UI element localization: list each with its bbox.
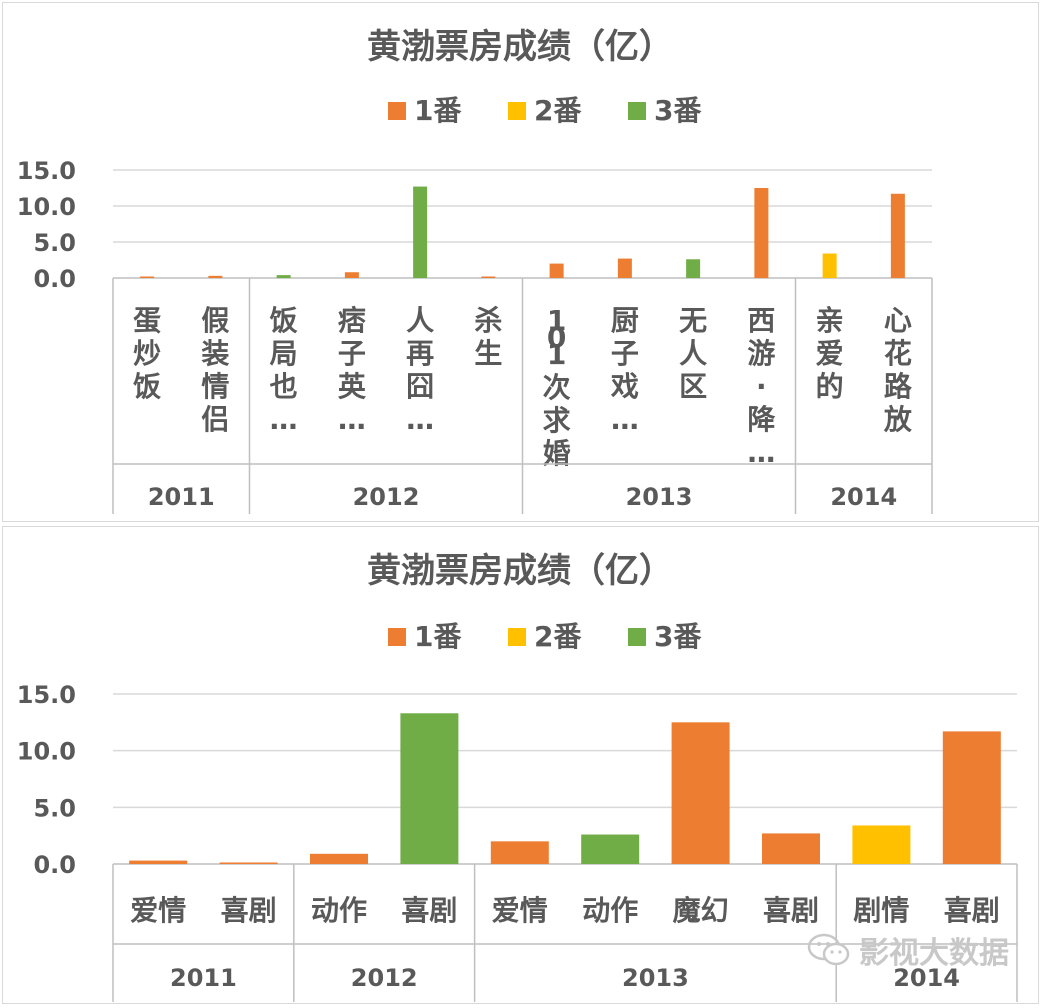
chart-1: 黄渤票房成绩（亿） 1番 2番 3番 15.0 10.0 5.0 0.0 蛋炒饭 假装情侣 饭局也…… <box>17 27 933 514</box>
bar <box>129 860 188 864</box>
category-label: 厨子戏… <box>610 304 639 436</box>
category-label: 1 0 1 次求婚 <box>543 304 571 470</box>
category-label: 喜剧 <box>401 894 457 927</box>
bar <box>581 834 640 864</box>
year-label: 2014 <box>893 964 960 992</box>
category-label: 人再囧… <box>406 304 434 436</box>
year-label: 2012 <box>351 964 418 992</box>
chart-title: 黄渤票房成绩（亿） <box>367 27 673 67</box>
legend-label-1: 1番 <box>414 94 462 127</box>
bar <box>276 275 291 278</box>
legend-label-3: 3番 <box>654 620 702 653</box>
category-label: 痞子英… <box>338 304 367 436</box>
y-tick-label: 0.0 <box>33 851 76 879</box>
bar <box>413 186 428 278</box>
legend-label-1: 1番 <box>414 620 462 653</box>
category-label: 喜剧 <box>221 894 277 927</box>
bar <box>822 253 837 278</box>
bar <box>490 841 549 864</box>
y-tick-label: 0.0 <box>33 265 76 293</box>
y-tick-label: 10.0 <box>17 738 76 766</box>
chart-title: 黄渤票房成绩（亿） <box>367 551 673 591</box>
bar <box>344 272 359 278</box>
legend-swatch-1 <box>388 102 406 120</box>
bar <box>140 276 155 278</box>
watermark: 影视大数据 <box>807 928 1009 972</box>
y-tick-label: 10.0 <box>17 193 76 221</box>
category-label: 西游·降… <box>747 304 776 469</box>
bar <box>762 833 820 864</box>
category-label: 爱情 <box>492 894 548 927</box>
category-label: 爱情 <box>130 894 186 927</box>
legend-swatch-2 <box>508 102 526 120</box>
year-label: 2014 <box>830 483 897 511</box>
year-label: 2013 <box>622 964 689 992</box>
bar <box>852 825 911 864</box>
category-label: 饭局也… <box>270 304 298 436</box>
legend-swatch-1 <box>388 628 406 646</box>
category-label: 剧情 <box>853 894 909 927</box>
category-label: 假装情侣 <box>201 304 229 436</box>
chart-2-border <box>2 526 1039 1004</box>
bar <box>400 713 459 864</box>
wechat-icon <box>807 933 851 967</box>
legend-label-2: 2番 <box>534 94 582 127</box>
bar <box>481 276 496 278</box>
bar <box>617 258 632 278</box>
chart-1-border <box>2 2 1039 522</box>
legend-swatch-3 <box>628 628 646 646</box>
y-tick-label: 5.0 <box>33 229 76 257</box>
bar <box>686 259 701 278</box>
bar <box>942 731 1001 864</box>
category-label: 杀生 <box>474 304 502 370</box>
category-label: 魔幻 <box>673 894 729 927</box>
legend-label-3: 3番 <box>654 94 702 127</box>
year-label: 2012 <box>353 483 420 511</box>
category-label: 无人区 <box>679 304 707 403</box>
bar <box>890 193 905 278</box>
y-tick-label: 15.0 <box>17 681 76 709</box>
year-label: 2013 <box>626 483 693 511</box>
category-label: 喜剧 <box>763 894 819 927</box>
category-label: 喜剧 <box>944 894 1000 927</box>
bar <box>219 862 278 864</box>
year-label: 2011 <box>170 964 237 992</box>
y-tick-label: 5.0 <box>33 794 76 822</box>
bar <box>549 263 564 278</box>
legend-swatch-3 <box>628 102 646 120</box>
category-label: 心花路放 <box>883 304 913 436</box>
bar <box>671 722 730 864</box>
chart-2: 黄渤票房成绩（亿） 1番 2番 3番 15.0 10.0 5.0 0.0 爱情 喜剧 动作 喜剧 爱情 动… <box>17 551 1018 1002</box>
bar <box>310 853 368 864</box>
category-label: 亲爱的 <box>816 304 844 403</box>
y-tick-label: 15.0 <box>17 157 76 185</box>
legend-label-2: 2番 <box>534 620 582 653</box>
category-label: 动作 <box>582 894 638 927</box>
watermark-text: 影视大数据 <box>859 936 1009 971</box>
legend-swatch-2 <box>508 628 526 646</box>
category-label: 动作 <box>311 894 367 927</box>
category-label: 蛋炒饭 <box>133 304 161 403</box>
year-label: 2011 <box>148 483 215 511</box>
bar <box>208 275 223 278</box>
bar <box>754 188 769 278</box>
